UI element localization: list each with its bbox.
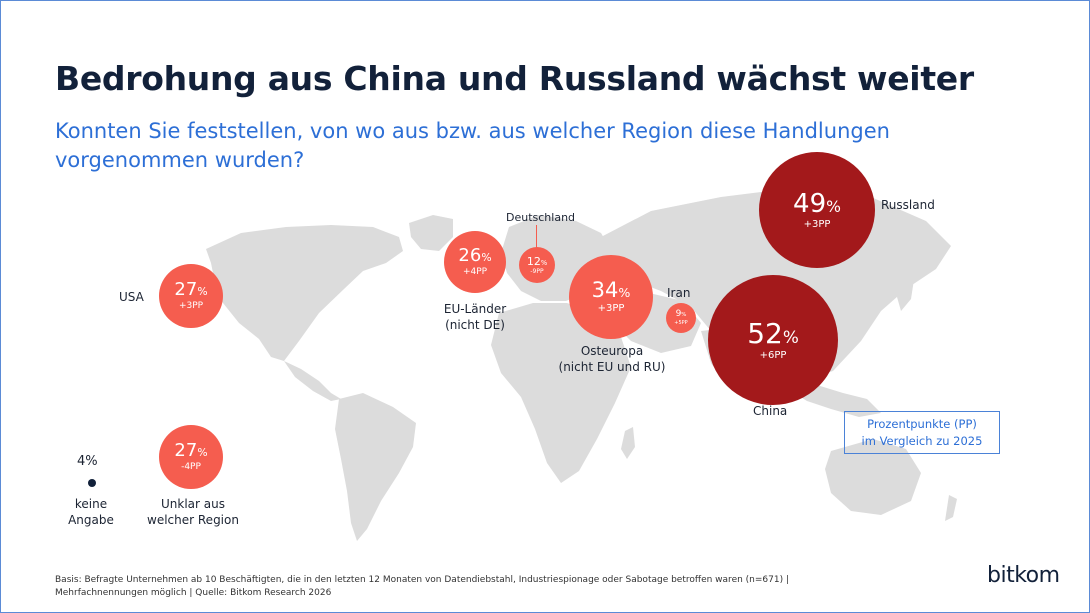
footnote-line-1: Basis: Befragte Unternehmen ab 10 Beschä… [55, 575, 790, 585]
label-unklar: Unklar aus welcher Region [147, 497, 239, 527]
label-iran: Iran [667, 286, 691, 300]
bubble-iran: 9% +5PP [666, 303, 696, 333]
bubble-value: 26% [458, 245, 492, 266]
map-new-zealand [945, 495, 957, 521]
map-north-america [206, 225, 403, 361]
label-keine-angabe: keine Angabe [68, 497, 114, 527]
map-australia [825, 439, 921, 515]
bubble-change: +3PP [178, 301, 204, 311]
map-central-america [284, 361, 341, 401]
deutschland-leader-line [536, 225, 537, 249]
footnote: Basis: Befragte Unternehmen ab 10 Beschä… [55, 574, 815, 600]
bubble-change: -4PP [181, 462, 201, 472]
map-madagascar [621, 427, 635, 459]
bubble-usa: 27% +3PP [159, 264, 223, 328]
bubble-osteuropa: 34% +3PP [569, 255, 653, 339]
bitkom-logo: bitkom [987, 563, 1060, 588]
footnote-line-2: Mehrfachnennungen möglich | Quelle: Bitk… [55, 588, 332, 598]
bubble-change: +4PP [462, 267, 488, 277]
bubble-value: 27% [174, 440, 208, 461]
legend-line-2: im Vergleich zu 2025 [861, 433, 983, 448]
bubble-change: -9PP [530, 267, 544, 275]
bubble-change: +5PP [674, 320, 688, 326]
bubble-value: 12% [526, 254, 548, 268]
bubble-change: +6PP [759, 349, 787, 361]
label-eu-laender: EU-Länder (nicht DE) [443, 302, 507, 332]
bubble-russland: 49% +3PP [759, 152, 875, 268]
map-greenland [409, 215, 453, 251]
label-china: China [753, 404, 788, 418]
bubble-deutschland: 12% -9PP [519, 247, 555, 283]
bubble-china: 52% +6PP [708, 275, 838, 405]
legend-line-1: Prozentpunkte (PP) [867, 416, 977, 431]
bubble-value: 52% [747, 316, 799, 350]
label-russland: Russland [881, 198, 935, 212]
map-africa [491, 303, 631, 483]
bubble-value: 27% [174, 279, 208, 300]
bubble-value: 34% [591, 278, 631, 302]
page-subtitle: Konnten Sie feststellen, von wo aus bzw.… [55, 119, 890, 172]
keine-angabe-dot [88, 479, 96, 487]
label-usa: USA [119, 290, 144, 304]
pp-legend-box: Prozentpunkte (PP) im Vergleich zu 2025 [844, 411, 1000, 454]
bubble-change: +3PP [803, 218, 831, 230]
bubble-value: 9% [675, 309, 687, 319]
bubble-value: 49% [793, 188, 841, 219]
bubble-unklar: 27% -4PP [159, 425, 223, 489]
bubble-eu-laender: 26% +4PP [444, 231, 506, 293]
label-deutschland: Deutschland [506, 211, 576, 224]
map-south-america [335, 393, 416, 541]
keine-angabe-value: 4% [77, 454, 98, 469]
page-title: Bedrohung aus China und Russland wächst … [55, 59, 974, 98]
map-japan [897, 269, 915, 311]
bubble-change: +3PP [597, 303, 625, 314]
label-osteuropa: Osteuropa (nicht EU und RU) [558, 344, 666, 374]
